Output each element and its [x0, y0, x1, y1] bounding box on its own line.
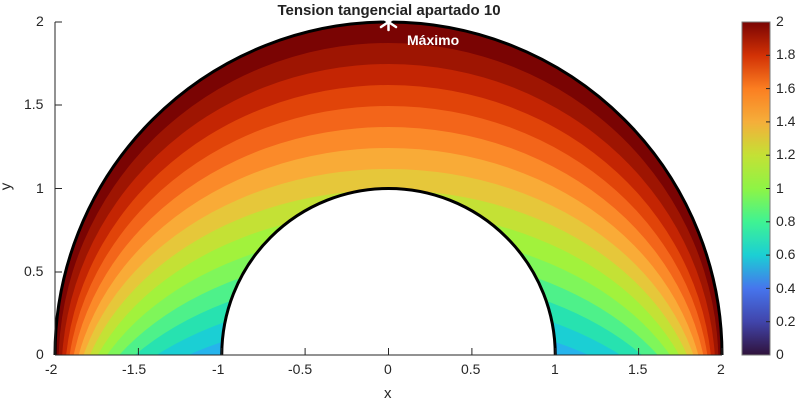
y-tick-label: 0 — [36, 346, 44, 362]
x-tick-label: -1 — [212, 361, 225, 377]
y-axis-label: y — [0, 183, 14, 191]
colorbar-ticks — [766, 54, 770, 323]
x-tick-label: 0.5 — [461, 361, 481, 377]
x-tick-label: -0.5 — [288, 361, 313, 377]
y-tick-label: 0.5 — [24, 263, 44, 279]
colorbar-tick-label: 0 — [776, 346, 784, 362]
inner-boundary — [220, 187, 557, 356]
colorbar-tick-label: 1.6 — [776, 80, 796, 96]
colorbar-tick-label: 2 — [776, 13, 784, 29]
x-tick-label: 1 — [551, 361, 559, 377]
x-tick-label: -1.5 — [122, 361, 147, 377]
colorbar-tick-label: 0.4 — [776, 280, 796, 296]
chart-title: Tension tangencial apartado 10 — [277, 2, 501, 19]
y-tick-label: 1.5 — [24, 96, 44, 112]
colorbar-tick-label: 0.8 — [776, 213, 796, 229]
x-tick-label: 1.5 — [628, 361, 648, 377]
colorbar-tick-label: 1.4 — [776, 113, 796, 129]
colorbar-tick-label: 1 — [776, 180, 784, 196]
colorbar — [741, 21, 771, 356]
x-axis-label: x — [384, 385, 392, 402]
max-annotation: Máximo — [407, 32, 460, 48]
colorbar-tick-label: 1.8 — [776, 46, 796, 62]
x-tick-label: -2 — [45, 361, 58, 377]
max-marker-icon — [379, 12, 398, 32]
x-tick-label: 2 — [717, 361, 725, 377]
colorbar-tick-label: 0.6 — [776, 246, 796, 262]
contour-fill — [55, 22, 722, 355]
colorbar-tick-label: 0.2 — [776, 313, 796, 329]
y-tick-label: 2 — [36, 13, 44, 29]
y-tick-label: 1 — [36, 180, 44, 196]
colorbar-tick-label: 1.2 — [776, 146, 796, 162]
x-tick-label: 0 — [384, 361, 392, 377]
y-ticks — [55, 21, 62, 356]
x-ticks — [54, 348, 723, 355]
